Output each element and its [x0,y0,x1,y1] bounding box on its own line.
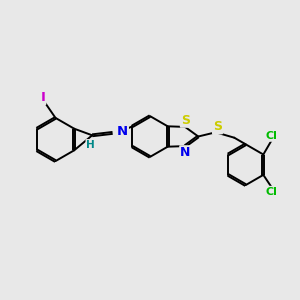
Text: N: N [117,125,128,138]
Text: I: I [40,91,45,104]
Text: Cl: Cl [266,187,278,197]
Text: S: S [213,120,222,134]
Text: H: H [86,140,95,150]
Text: N: N [180,146,190,159]
Text: Cl: Cl [266,131,278,141]
Text: S: S [181,114,190,127]
